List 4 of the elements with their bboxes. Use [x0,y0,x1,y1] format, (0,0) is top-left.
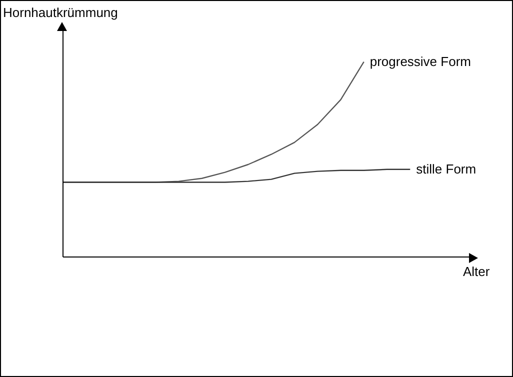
x-axis-title: Alter [463,264,490,279]
series-label: progressive Form [370,54,471,69]
y-axis-title: Hornhautkrümmung [3,5,118,20]
series-label: stille Form [416,161,476,176]
